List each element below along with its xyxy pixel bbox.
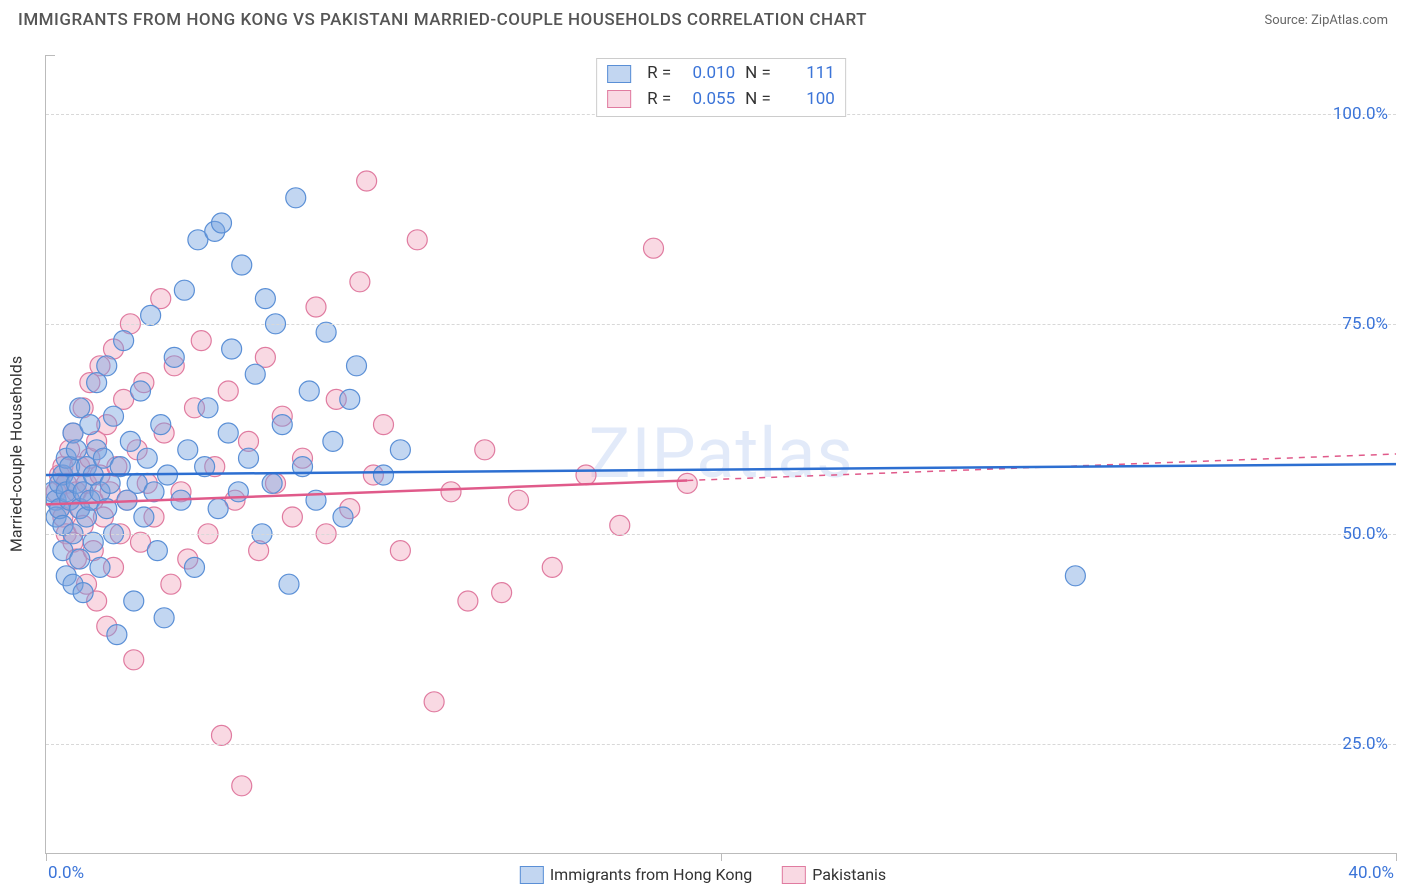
swatch-series2 bbox=[607, 90, 631, 108]
scatter-point bbox=[576, 465, 596, 485]
scatter-point bbox=[374, 465, 394, 485]
scatter-point bbox=[239, 448, 259, 468]
scatter-point bbox=[245, 364, 265, 384]
chart-title: IMMIGRANTS FROM HONG KONG VS PAKISTANI M… bbox=[18, 10, 867, 30]
scatter-point bbox=[232, 255, 252, 275]
scatter-point bbox=[228, 482, 248, 502]
scatter-point bbox=[255, 289, 275, 309]
scatter-point bbox=[282, 507, 302, 527]
scatter-point bbox=[677, 473, 697, 493]
scatter-point bbox=[509, 490, 529, 510]
scatter-point bbox=[212, 213, 232, 233]
gridline bbox=[46, 534, 1396, 535]
scatter-point bbox=[80, 415, 100, 435]
scatter-point bbox=[90, 557, 110, 577]
x-tick bbox=[721, 853, 722, 861]
scatter-point bbox=[141, 305, 161, 325]
scatter-point bbox=[174, 280, 194, 300]
scatter-point bbox=[492, 583, 512, 603]
scatter-point bbox=[333, 507, 353, 527]
scatter-point bbox=[191, 331, 211, 351]
scatter-point bbox=[114, 331, 134, 351]
scatter-point bbox=[208, 499, 228, 519]
scatter-point bbox=[644, 238, 664, 258]
scatter-point bbox=[340, 389, 360, 409]
scatter-point bbox=[232, 776, 252, 796]
scatter-point bbox=[164, 347, 184, 367]
scatter-point bbox=[306, 297, 326, 317]
source-label: Source: ZipAtlas.com bbox=[1264, 13, 1388, 28]
scatter-point bbox=[198, 398, 218, 418]
legend-item-series1: Immigrants from Hong Kong bbox=[520, 865, 752, 884]
legend-row-series2: R = 0.055 N = 100 bbox=[607, 87, 835, 113]
scatter-point bbox=[316, 322, 336, 342]
scatter-plot-svg bbox=[46, 55, 1396, 853]
swatch-series1-bottom bbox=[520, 866, 544, 884]
scatter-point bbox=[347, 356, 367, 376]
x-tick bbox=[1396, 853, 1397, 861]
scatter-point bbox=[83, 532, 103, 552]
scatter-point bbox=[458, 591, 478, 611]
y-tick-label: 100.0% bbox=[1333, 104, 1388, 124]
y-tick-label: 50.0% bbox=[1342, 524, 1388, 544]
scatter-point bbox=[178, 440, 198, 460]
swatch-series2-bottom bbox=[782, 866, 806, 884]
scatter-point bbox=[286, 188, 306, 208]
title-bar: IMMIGRANTS FROM HONG KONG VS PAKISTANI M… bbox=[0, 0, 1406, 36]
legend-row-series1: R = 0.010 N = 111 bbox=[607, 61, 835, 87]
correlation-legend: R = 0.010 N = 111 R = 0.055 N = 100 bbox=[596, 58, 846, 117]
scatter-point bbox=[357, 171, 377, 191]
scatter-point bbox=[134, 507, 154, 527]
scatter-point bbox=[147, 541, 167, 561]
scatter-point bbox=[185, 557, 205, 577]
scatter-point bbox=[107, 625, 127, 645]
chart-area: Married-couple Households ZIPatlas R = 0… bbox=[45, 55, 1396, 854]
gridline bbox=[46, 744, 1396, 745]
scatter-point bbox=[124, 591, 144, 611]
scatter-point bbox=[390, 541, 410, 561]
legend-item-series2: Pakistanis bbox=[782, 865, 886, 884]
scatter-point bbox=[279, 574, 299, 594]
scatter-point bbox=[222, 339, 242, 359]
x-tick bbox=[46, 853, 47, 861]
x-tick-label: 40.0% bbox=[1348, 863, 1394, 883]
scatter-point bbox=[475, 440, 495, 460]
scatter-point bbox=[137, 448, 157, 468]
y-tick-label: 75.0% bbox=[1342, 314, 1388, 334]
scatter-point bbox=[131, 381, 151, 401]
scatter-point bbox=[218, 381, 238, 401]
scatter-point bbox=[390, 440, 410, 460]
scatter-point bbox=[262, 473, 282, 493]
scatter-point bbox=[144, 482, 164, 502]
scatter-point bbox=[1065, 566, 1085, 586]
scatter-point bbox=[73, 583, 93, 603]
y-tick-label: 25.0% bbox=[1342, 734, 1388, 754]
x-tick-label: 0.0% bbox=[48, 863, 84, 883]
scatter-point bbox=[323, 431, 343, 451]
scatter-point bbox=[424, 692, 444, 712]
scatter-point bbox=[374, 415, 394, 435]
scatter-point bbox=[350, 272, 370, 292]
scatter-point bbox=[218, 423, 238, 443]
scatter-point bbox=[97, 356, 117, 376]
scatter-point bbox=[212, 725, 232, 745]
scatter-point bbox=[441, 482, 461, 502]
scatter-point bbox=[124, 650, 144, 670]
scatter-point bbox=[272, 415, 292, 435]
scatter-point bbox=[104, 406, 124, 426]
gridline bbox=[46, 324, 1396, 325]
scatter-point bbox=[299, 381, 319, 401]
scatter-point bbox=[161, 574, 181, 594]
scatter-point bbox=[120, 431, 140, 451]
scatter-point bbox=[154, 608, 174, 628]
scatter-point bbox=[407, 230, 427, 250]
scatter-point bbox=[70, 549, 90, 569]
scatter-point bbox=[151, 415, 171, 435]
y-axis-label: Married-couple Households bbox=[7, 356, 26, 552]
scatter-point bbox=[542, 557, 562, 577]
swatch-series1 bbox=[607, 65, 631, 83]
scatter-point bbox=[610, 515, 630, 535]
series-legend: Immigrants from Hong Kong Pakistanis bbox=[520, 865, 886, 884]
